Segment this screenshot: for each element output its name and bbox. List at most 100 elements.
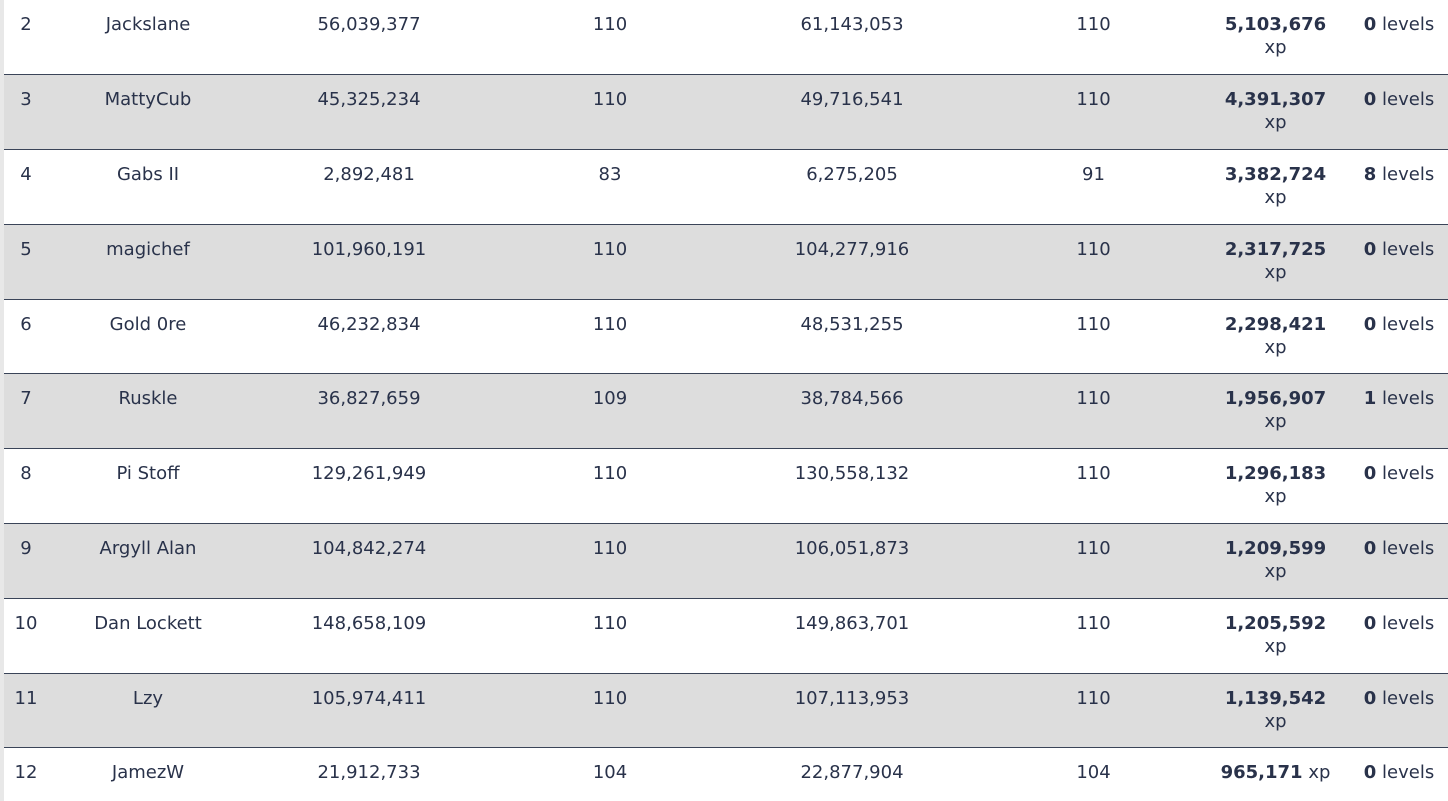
end-xp-cell: 48,531,255 [730,299,974,375]
level-gain-value: 0 [1363,762,1377,784]
player-name: Argyll Alan [48,523,248,599]
xp-gain-unit: xp [1264,411,1287,433]
xp-gain-unit: xp [1264,561,1287,583]
start-level-cell: 110 [490,523,730,599]
start-level-cell: 83 [490,149,730,225]
player-name: Lzy [48,673,248,749]
xp-gain-unit: xp [1264,187,1287,209]
rank-cell: 11 [4,673,48,749]
xp-gain-unit: xp [1264,112,1287,134]
level-gain-unit: levels [1382,313,1435,335]
level-gain-cell: 0 levels [1338,74,1448,151]
player-name: MattyCub [48,74,248,151]
end-xp-cell: 149,863,701 [730,598,974,674]
xp-gain-unit: xp [1264,37,1287,58]
end-level-cell: 110 [974,299,1213,375]
end-xp-cell: 6,275,205 [730,149,974,225]
xp-gain-unit: xp [1264,261,1287,283]
xp-gain-unit: xp [1264,486,1287,508]
xp-gain-cell: 1,205,592 xp [1213,598,1338,674]
rank-cell: 2 [4,0,48,76]
player-name: JamezW [48,747,248,801]
end-level-cell: 91 [974,149,1213,225]
level-gain-value: 0 [1363,238,1377,260]
level-gain-cell: 0 levels [1338,224,1448,300]
start-xp-cell: 148,658,109 [248,598,490,674]
level-gain-cell: 0 levels [1338,299,1448,375]
xp-gain-value: 4,391,307 [1224,89,1327,111]
level-gain-value: 1 [1363,388,1377,410]
xp-gain-value: 1,956,907 [1224,388,1327,410]
table-row: 12 JamezW 21,912,733 104 22,877,904 104 965,17… [4,747,1448,801]
leaderboard-table: 2 Jackslane 56,039,377 110 61,143,053 110 5,10… [4,0,1448,801]
xp-gain-unit: xp [1308,762,1331,784]
level-gain-unit: levels [1382,687,1435,709]
level-gain-cell: 8 levels [1338,149,1448,225]
player-name: Pi Stoff [48,448,248,525]
end-xp-cell: 106,051,873 [730,523,974,599]
end-level-cell: 110 [974,523,1213,599]
table-row: 9 Argyll Alan 104,842,274 110 106,051,873 110… [4,523,1448,599]
level-gain-value: 0 [1363,14,1377,35]
level-gain-value: 0 [1363,313,1377,335]
end-level-cell: 110 [974,373,1213,450]
table-row: 8 Pi Stoff 129,261,949 110 130,558,132 110 1,2… [4,448,1448,525]
table-row: 7 Ruskle 36,827,659 109 38,784,566 110 1,956,9… [4,373,1448,450]
level-gain-unit: levels [1382,89,1435,111]
player-name: Gold 0re [48,299,248,375]
end-xp-cell: 130,558,132 [730,448,974,525]
xp-gain-value: 965,171 [1220,762,1303,784]
end-level-cell: 110 [974,673,1213,749]
table-row: 2 Jackslane 56,039,377 110 61,143,053 110 5,10… [4,0,1448,76]
rank-cell: 5 [4,224,48,300]
level-gain-cell: 1 levels [1338,373,1448,450]
player-name: Dan Lockett [48,598,248,674]
page-frame-left [0,0,4,801]
level-gain-cell: 0 levels [1338,523,1448,599]
start-level-cell: 110 [490,299,730,375]
level-gain-cell: 0 levels [1338,673,1448,749]
level-gain-unit: levels [1382,538,1435,560]
start-xp-cell: 105,974,411 [248,673,490,749]
level-gain-unit: levels [1382,14,1435,35]
table-row: 3 MattyCub 45,325,234 110 49,716,541 110 4,391… [4,74,1448,151]
start-xp-cell: 101,960,191 [248,224,490,300]
table-row: 5 magichef 101,960,191 110 104,277,916 110 2,3… [4,224,1448,300]
end-xp-cell: 61,143,053 [730,0,974,76]
player-name: magichef [48,224,248,300]
level-gain-unit: levels [1382,612,1435,634]
end-xp-cell: 49,716,541 [730,74,974,151]
end-xp-cell: 107,113,953 [730,673,974,749]
start-level-cell: 104 [490,747,730,801]
level-gain-value: 0 [1363,89,1377,111]
start-xp-cell: 104,842,274 [248,523,490,599]
xp-gain-unit: xp [1264,710,1287,732]
end-xp-cell: 22,877,904 [730,747,974,801]
start-xp-cell: 129,261,949 [248,448,490,525]
xp-gain-value: 2,298,421 [1224,313,1327,335]
leaderboard-body: 2 Jackslane 56,039,377 110 61,143,053 110 5,10… [4,0,1448,801]
xp-gain-cell: 1,139,542 xp [1213,673,1338,749]
xp-gain-cell: 3,382,724 xp [1213,149,1338,225]
table-row: 11 Lzy 105,974,411 110 107,113,953 110 1,139,5… [4,673,1448,749]
rank-cell: 3 [4,74,48,151]
xp-gain-value: 1,296,183 [1224,463,1327,485]
xp-gain-value: 1,205,592 [1224,612,1327,634]
level-gain-value: 0 [1363,687,1377,709]
level-gain-unit: levels [1382,238,1435,260]
xp-gain-cell: 1,296,183 xp [1213,448,1338,525]
end-level-cell: 104 [974,747,1213,801]
end-level-cell: 110 [974,0,1213,76]
level-gain-cell: 0 levels [1338,747,1448,801]
table-row: 4 Gabs II 2,892,481 83 6,275,205 91 3,382,724 x… [4,149,1448,225]
level-gain-cell: 0 levels [1338,448,1448,525]
xp-gain-cell: 4,391,307 xp [1213,74,1338,151]
xp-gain-value: 3,382,724 [1224,164,1327,186]
end-xp-cell: 104,277,916 [730,224,974,300]
end-xp-cell: 38,784,566 [730,373,974,450]
start-level-cell: 110 [490,0,730,76]
start-xp-cell: 36,827,659 [248,373,490,450]
end-level-cell: 110 [974,448,1213,525]
start-level-cell: 109 [490,373,730,450]
player-name: Jackslane [48,0,248,76]
